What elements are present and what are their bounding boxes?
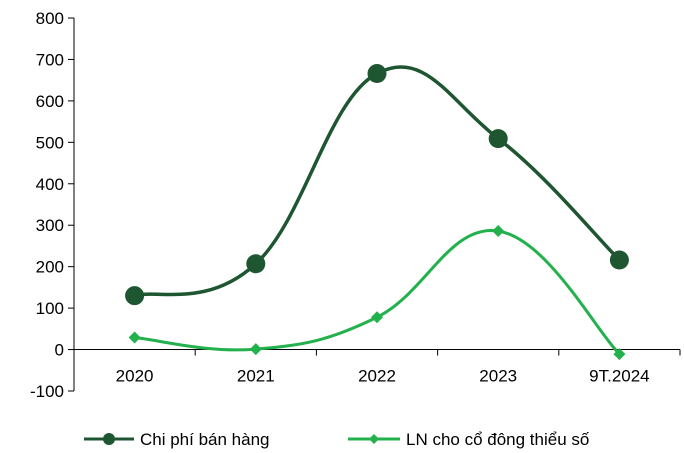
axes: -100 0 100 200 300 400 500 600 700 800 2020 2021 202… xyxy=(30,9,681,401)
data-point-2-2 xyxy=(249,343,262,356)
data-point-1-2 xyxy=(246,254,266,274)
data-point-1-3 xyxy=(367,64,387,84)
data-point-1-4 xyxy=(488,129,508,149)
legend-item-1: Chi phí bán hàng xyxy=(84,430,270,449)
y-tick-label: 700 xyxy=(36,50,64,69)
x-tick-label: 2021 xyxy=(237,367,275,386)
y-tick-label: 100 xyxy=(36,299,64,318)
series-line-2 xyxy=(134,229,621,356)
data-point-2-3 xyxy=(371,311,383,324)
data-point-1-5 xyxy=(609,250,629,270)
data-point-2-5 xyxy=(613,348,626,361)
y-tick-label: 300 xyxy=(36,216,64,235)
series-layer xyxy=(125,64,629,361)
y-tick-label: 400 xyxy=(36,175,64,194)
y-tick-label: 500 xyxy=(36,133,64,152)
x-tick-label: 2022 xyxy=(358,367,396,386)
legend-item-2: LN cho cổ đông thiểu số xyxy=(348,430,590,449)
y-tick-label: 600 xyxy=(36,92,64,111)
y-tick-label: 200 xyxy=(36,258,64,277)
x-tick-label: 9T.2024 xyxy=(589,367,650,386)
data-point-2-1 xyxy=(128,331,141,344)
series-2 xyxy=(128,225,626,361)
data-point-1-1 xyxy=(125,286,145,306)
x-tick-label: 2020 xyxy=(116,367,154,386)
legend-marker xyxy=(369,434,379,444)
legend-marker xyxy=(103,433,115,445)
legend-label: LN cho cổ đông thiểu số xyxy=(406,430,590,449)
legend-label: Chi phí bán hàng xyxy=(140,430,270,449)
x-tick-label: 2023 xyxy=(479,367,517,386)
data-point-2-4 xyxy=(492,225,505,238)
y-tick-label: 800 xyxy=(36,9,64,28)
legend: Chi phí bán hàng LN cho cổ đông thiểu số xyxy=(84,430,590,449)
y-tick-label: 0 xyxy=(55,341,64,360)
y-tick-label: -100 xyxy=(30,382,64,401)
series-1 xyxy=(125,64,629,306)
